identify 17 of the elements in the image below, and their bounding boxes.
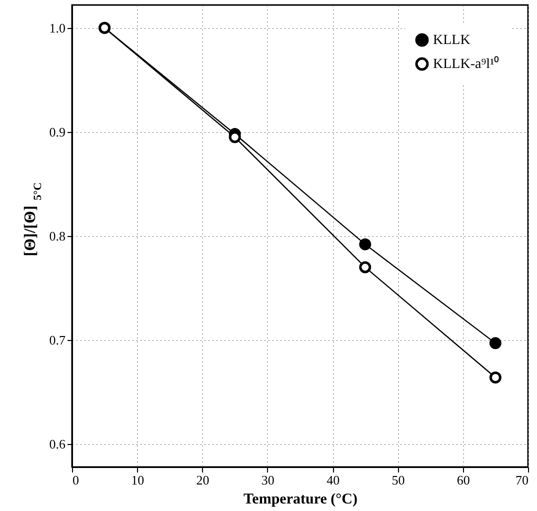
y-axis-title: [Θ]/[Θ]5°C (22, 182, 44, 256)
y-tick-label: 0.8 (49, 228, 66, 244)
y-tick-label: 0.9 (49, 124, 66, 140)
y-tick-label: 0.7 (49, 332, 66, 348)
x-tick-label: 60 (456, 472, 470, 488)
x-tick-label: 30 (261, 472, 274, 488)
legend-label: KLLK (433, 33, 470, 48)
x-tick-label: 70 (516, 472, 528, 488)
x-tick-label: 0 (72, 472, 79, 488)
y-tick-label: 1.0 (49, 20, 66, 36)
x-tick-label: 20 (196, 472, 210, 488)
x-axis-title: Temperature (°C) (244, 492, 358, 508)
x-tick-label: 10 (131, 472, 144, 488)
x-tick-label: 40 (326, 472, 340, 488)
legend-label: KLLK-a⁹l¹⁰ (433, 56, 500, 72)
y-tick-label: 0.6 (49, 436, 66, 452)
x-tick-label: 50 (392, 472, 405, 488)
